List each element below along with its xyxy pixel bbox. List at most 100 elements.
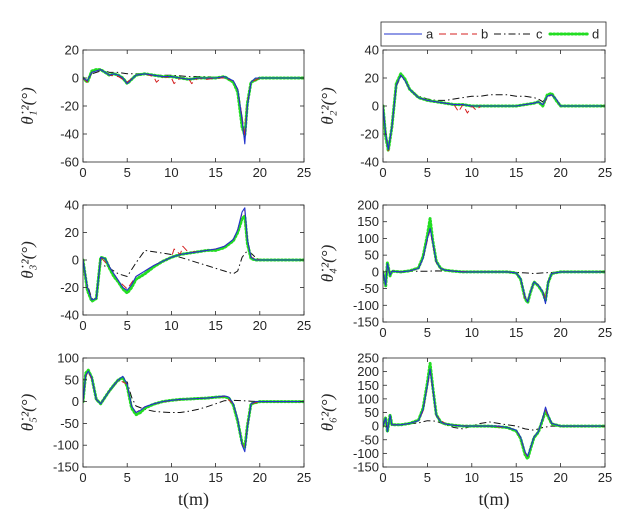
y-tick-label: 0 bbox=[72, 71, 79, 86]
series-a-line bbox=[83, 207, 304, 301]
series-a-line bbox=[383, 74, 605, 150]
y-tick-label: -40 bbox=[360, 155, 379, 170]
x-axis-label: t(m) bbox=[479, 489, 510, 510]
series-c-line bbox=[83, 70, 304, 141]
series-b-line bbox=[383, 371, 605, 458]
y-axis-label: θ̇₂²(°) bbox=[318, 87, 337, 125]
y-tick-label: 150 bbox=[357, 214, 379, 229]
y-axis-label: θ̇₁²(°) bbox=[18, 87, 37, 125]
x-tick-label: 0 bbox=[79, 165, 86, 180]
series-d-line bbox=[383, 72, 605, 153]
y-tick-label: -100 bbox=[353, 298, 379, 313]
x-tick-label: 20 bbox=[253, 470, 267, 485]
y-tick-label: 150 bbox=[357, 378, 379, 393]
x-tick-label: 0 bbox=[79, 470, 86, 485]
x-tick-label: 5 bbox=[124, 318, 131, 333]
x-tick-label: 20 bbox=[553, 165, 567, 180]
y-tick-label: 0 bbox=[372, 419, 379, 434]
y-tick-label: -20 bbox=[60, 280, 79, 295]
series-group bbox=[83, 368, 304, 453]
x-tick-label: 0 bbox=[379, 165, 386, 180]
series-b-line bbox=[383, 74, 605, 152]
y-axis-label: θ̇₅²(°) bbox=[18, 393, 37, 431]
x-tick-label: 0 bbox=[379, 325, 386, 340]
series-group bbox=[383, 216, 605, 305]
axes-box bbox=[82, 49, 305, 163]
y-tick-label: 20 bbox=[365, 71, 379, 86]
x-tick-label: 25 bbox=[297, 470, 311, 485]
x-tick-label: 10 bbox=[164, 470, 178, 485]
series-b-line bbox=[83, 69, 304, 138]
x-tick-label: 25 bbox=[598, 325, 612, 340]
y-tick-label: -100 bbox=[353, 446, 379, 461]
legend-entry-c: c bbox=[494, 27, 543, 42]
y-tick-label: 100 bbox=[57, 351, 79, 366]
series-a-line bbox=[83, 370, 304, 453]
y-tick-label: -50 bbox=[360, 281, 379, 296]
y-tick-label: -150 bbox=[353, 460, 379, 475]
x-axis-label: t(m) bbox=[178, 489, 209, 510]
series-a-line bbox=[383, 227, 605, 305]
legend-entry-b: b bbox=[439, 27, 488, 42]
x-tick-label: 0 bbox=[79, 318, 86, 333]
y-axis-label: θ̇₄²(°) bbox=[318, 244, 337, 282]
legend-label: d bbox=[592, 27, 599, 42]
x-tick-label: 0 bbox=[379, 470, 386, 485]
series-group bbox=[83, 207, 304, 303]
y-tick-label: -40 bbox=[60, 308, 79, 323]
series-group bbox=[383, 361, 605, 461]
series-a-line bbox=[83, 69, 304, 145]
panel-3: 0 5 10 15 20 25 40 20 0 -20 -40 θ̇₃²(°) bbox=[18, 198, 311, 334]
series-d-line bbox=[83, 68, 304, 137]
x-tick-label: 10 bbox=[465, 470, 479, 485]
axes-box bbox=[382, 204, 606, 323]
series-c-line bbox=[83, 370, 304, 413]
y-tick-label: 50 bbox=[365, 248, 379, 263]
y-axis-label: θ̇₃²(°) bbox=[18, 241, 37, 279]
y-tick-label: 200 bbox=[357, 364, 379, 379]
x-tick-label: 20 bbox=[553, 470, 567, 485]
legend-label: b bbox=[481, 27, 488, 42]
x-tick-label: 5 bbox=[424, 470, 431, 485]
x-tick-label: 25 bbox=[297, 165, 311, 180]
x-tick-label: 5 bbox=[424, 165, 431, 180]
y-tick-label: -50 bbox=[360, 432, 379, 447]
series-a-line bbox=[383, 368, 605, 457]
panel-2: 0 5 10 15 20 25 40 20 0 -20 -40 θ̇₂²(°) bbox=[318, 43, 612, 181]
legend-label: a bbox=[426, 27, 434, 42]
y-tick-label: 0 bbox=[372, 264, 379, 279]
series-group bbox=[383, 72, 605, 153]
y-tick-label: -50 bbox=[60, 416, 79, 431]
x-tick-label: 10 bbox=[164, 318, 178, 333]
y-tick-label: 250 bbox=[357, 351, 379, 366]
x-tick-label: 10 bbox=[164, 165, 178, 180]
x-tick-label: 25 bbox=[598, 470, 612, 485]
series-d-line bbox=[83, 214, 304, 303]
x-tick-label: 10 bbox=[465, 325, 479, 340]
series-group bbox=[83, 68, 304, 145]
series-b-line bbox=[383, 229, 605, 302]
y-tick-label: 40 bbox=[365, 43, 379, 58]
x-tick-label: 15 bbox=[208, 470, 222, 485]
y-axis-label: θ̇₆²(°) bbox=[318, 393, 337, 431]
legend-entry-d: d bbox=[548, 27, 599, 42]
y-tick-label: 50 bbox=[65, 372, 79, 387]
y-tick-label: 20 bbox=[65, 43, 79, 58]
y-tick-label: -150 bbox=[53, 460, 79, 475]
legend-entry-a: a bbox=[384, 27, 434, 42]
series-c-line bbox=[383, 416, 605, 431]
series-b-line bbox=[83, 210, 304, 301]
x-tick-label: 10 bbox=[465, 165, 479, 180]
y-tick-label: -40 bbox=[60, 127, 79, 142]
panel-6: 0 5 10 15 20 25250200150100500-50-100-150θ̇₆²… bbox=[318, 351, 612, 511]
x-tick-label: 15 bbox=[509, 165, 523, 180]
x-tick-label: 15 bbox=[509, 470, 523, 485]
series-d-line bbox=[383, 216, 605, 305]
series-c-line bbox=[83, 249, 304, 299]
legend: a b c d bbox=[380, 21, 607, 47]
x-tick-label: 5 bbox=[124, 470, 131, 485]
y-tick-label: 100 bbox=[357, 231, 379, 246]
